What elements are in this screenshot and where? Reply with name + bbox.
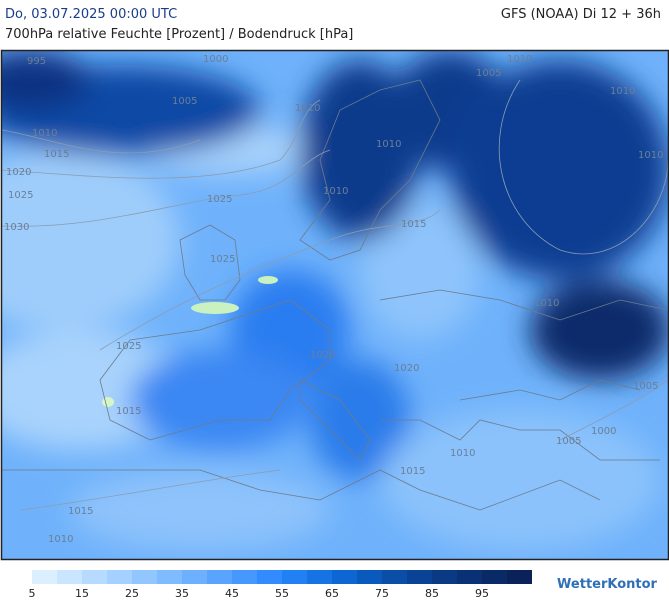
colorbar-swatch	[382, 570, 407, 584]
isobar-lines	[2, 79, 668, 511]
isobar-label: 1005	[556, 436, 581, 447]
colorbar-swatch	[232, 570, 257, 584]
humidity-field: 995 1000 1005 1010 1010 1015 1020 1025 1…	[2, 51, 668, 559]
colorbar-swatch	[407, 570, 432, 584]
isobar-label: 1010	[32, 128, 57, 139]
colorbar-swatch	[132, 570, 157, 584]
isobar-label: 1000	[203, 54, 228, 65]
isobar-label: 1015	[116, 406, 141, 417]
model-run: GFS (NOAA) Di 12 + 36h	[500, 7, 661, 22]
isobar-label: 1020	[394, 363, 419, 374]
isobar-label: 1005	[172, 96, 197, 107]
colorbar-tick-label: 35	[175, 587, 189, 600]
isobar-label: 1020	[6, 167, 31, 178]
colorbar-swatch	[257, 570, 282, 584]
colorbar-tick-label: 15	[75, 587, 89, 600]
datetime: Do, 03.07.2025 00:00 UTC	[5, 7, 178, 22]
isobar-label: 1005	[476, 68, 501, 79]
isobar-label: 1010	[507, 54, 532, 65]
subtitle: 700hPa relative Feuchte [Prozent] / Bode…	[5, 27, 354, 42]
colorbar-swatch	[482, 570, 507, 584]
colorbar-swatch	[82, 570, 107, 584]
colorbar-tick-label: 75	[375, 587, 389, 600]
colorbar: 5 15 25 35 45 55 65 75 85 95	[29, 570, 532, 600]
colorbar-tick-label: 95	[475, 587, 489, 600]
colorbar-swatch	[207, 570, 232, 584]
colorbar-swatch	[182, 570, 207, 584]
isobar-label: 1010	[534, 298, 559, 309]
isobar-label: 1030	[4, 222, 29, 233]
colorbar-swatch	[282, 570, 307, 584]
isobar-label: 1015	[44, 149, 69, 160]
isobar-label: 1010	[295, 103, 320, 114]
isobar-label: 1015	[68, 506, 93, 517]
isobar-label: 1010	[638, 150, 663, 161]
logo: WetterKontor	[557, 577, 658, 592]
isobar-label: 1000	[591, 426, 616, 437]
colorbar-tick-label: 45	[225, 587, 239, 600]
colorbar-tick-label: 25	[125, 587, 139, 600]
isobar-label: 1010	[450, 448, 475, 459]
colorbar-swatch	[432, 570, 457, 584]
isobar-label: 1010	[48, 534, 73, 545]
isobar-label: 1010	[610, 86, 635, 97]
colorbar-tick-label: 55	[275, 587, 289, 600]
colorbar-swatch	[32, 570, 57, 584]
isobar-label: 1025	[210, 254, 235, 265]
isobar-label: 1025	[207, 194, 232, 205]
isobar-label: 995	[27, 56, 46, 67]
colorbar-swatch	[157, 570, 182, 584]
isobar-label: 1015	[401, 219, 426, 230]
colorbar-swatch	[357, 570, 382, 584]
isobar-label: 1010	[323, 186, 348, 197]
isobar-label: 1010	[376, 139, 401, 150]
isobar-label: 1015	[400, 466, 425, 477]
isobar-label: 1020	[310, 350, 335, 361]
colorbar-swatch	[507, 570, 532, 584]
isobar-label: 1005	[633, 381, 658, 392]
colorbar-swatch	[457, 570, 482, 584]
colorbar-swatch	[307, 570, 332, 584]
colorbar-tick-label: 5	[29, 587, 36, 600]
colorbar-swatch	[332, 570, 357, 584]
isobar-label: 1025	[8, 190, 33, 201]
colorbar-tick-label: 85	[425, 587, 439, 600]
isobar-label: 1025	[116, 341, 141, 352]
colorbar-swatch	[107, 570, 132, 584]
colorbar-swatch	[57, 570, 82, 584]
colorbar-tick-label: 65	[325, 587, 339, 600]
coastlines	[2, 79, 668, 511]
